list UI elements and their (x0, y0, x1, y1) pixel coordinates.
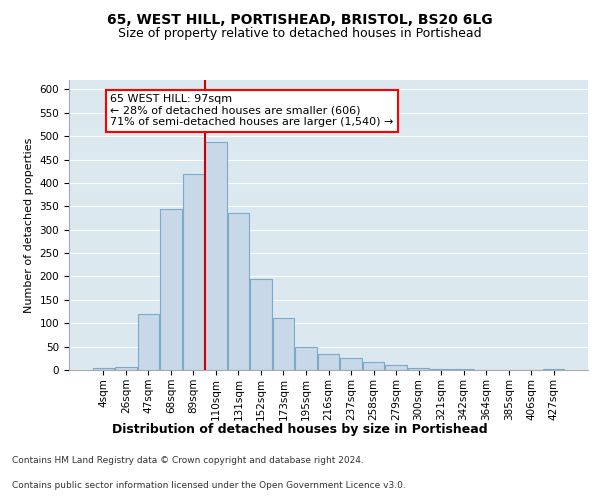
Bar (160, 208, 182, 370)
Text: Size of property relative to detached houses in Portishead: Size of property relative to detached ho… (118, 28, 482, 40)
Y-axis label: Number of detached properties: Number of detached properties (24, 138, 34, 312)
Bar (430, 369, 452, 370)
Text: Contains public sector information licensed under the Open Government Licence v3: Contains public sector information licen… (12, 481, 406, 490)
Bar (205, 142, 227, 370)
Bar (543, 369, 565, 370)
Bar (453, 369, 475, 370)
Bar (340, 358, 362, 370)
Bar (273, 318, 294, 370)
Bar (295, 346, 317, 370)
Bar (92, 368, 114, 370)
Bar (408, 368, 429, 370)
Text: 65 WEST HILL: 97sqm
← 28% of detached houses are smaller (606)
71% of semi-detac: 65 WEST HILL: 97sqm ← 28% of detached ho… (110, 94, 394, 127)
Bar (363, 362, 384, 370)
Bar (250, 279, 272, 370)
Bar (385, 366, 407, 370)
Bar (228, 214, 249, 370)
Bar (182, 174, 204, 370)
Text: 65, WEST HILL, PORTISHEAD, BRISTOL, BS20 6LG: 65, WEST HILL, PORTISHEAD, BRISTOL, BS20… (107, 12, 493, 26)
Bar (115, 366, 137, 370)
Bar (137, 314, 159, 370)
Bar (318, 354, 339, 370)
Text: Distribution of detached houses by size in Portishead: Distribution of detached houses by size … (112, 422, 488, 436)
Text: Contains HM Land Registry data © Crown copyright and database right 2024.: Contains HM Land Registry data © Crown c… (12, 456, 364, 465)
